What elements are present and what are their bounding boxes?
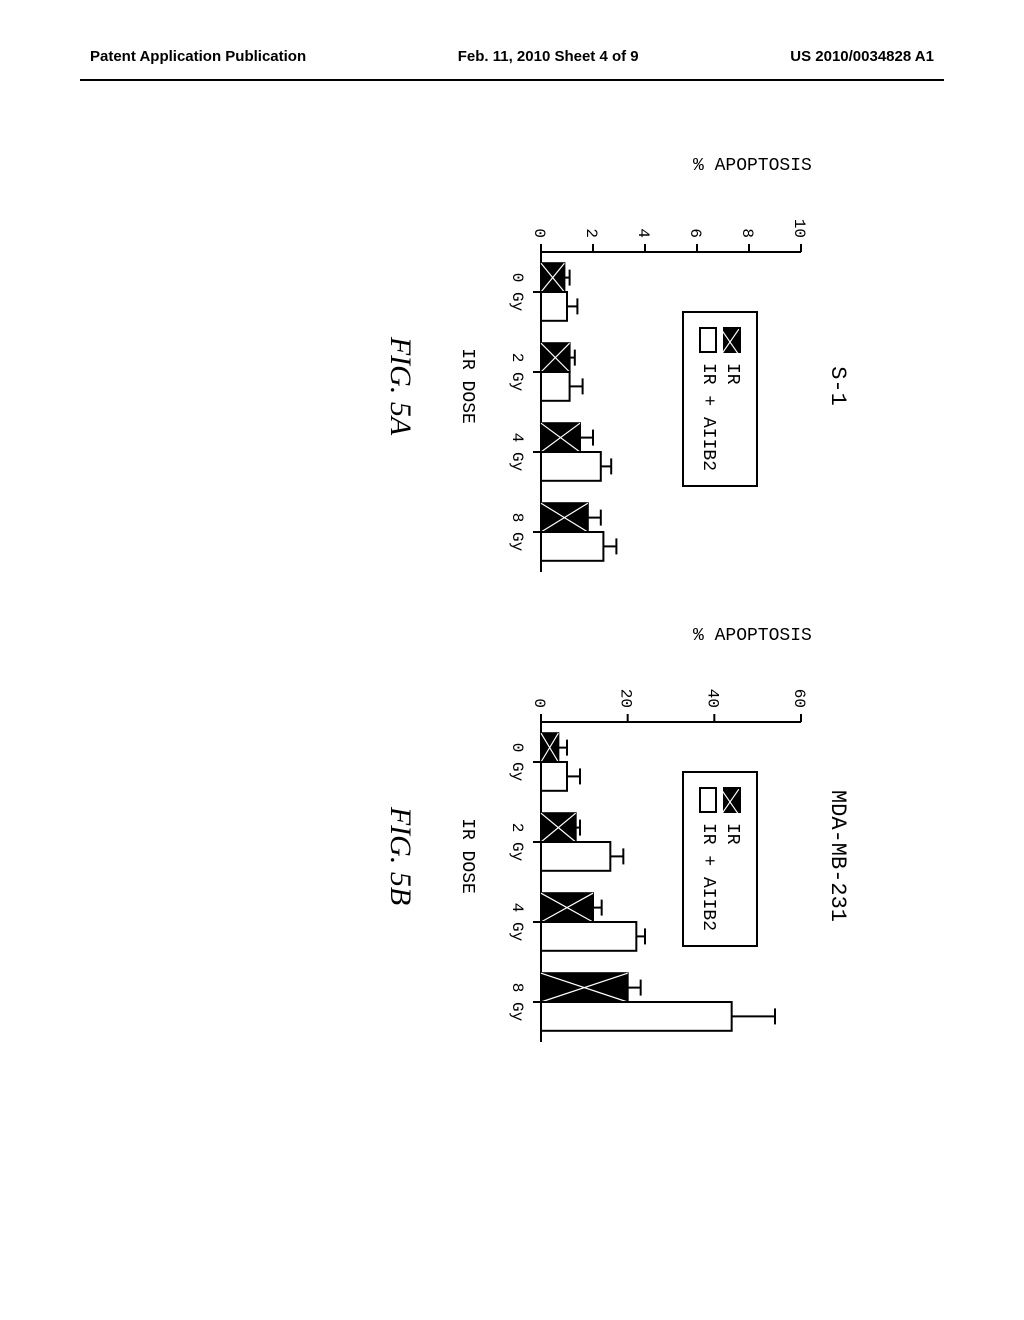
- header-right: US 2010/0034828 A1: [790, 48, 934, 65]
- svg-text:2 Gy: 2 Gy: [508, 353, 526, 392]
- legend-label: IR + AIIB2: [698, 823, 718, 931]
- svg-text:8 Gy: 8 Gy: [508, 983, 526, 1022]
- chart-a-ylabel: % APOPTOSIS: [693, 156, 812, 176]
- svg-text:2 Gy: 2 Gy: [508, 823, 526, 862]
- chart-b-caption: FIG. 5B: [383, 666, 417, 1046]
- legend-swatch: [723, 327, 741, 353]
- legend-row: IR: [722, 787, 742, 931]
- svg-text:4 Gy: 4 Gy: [508, 433, 526, 472]
- svg-text:8: 8: [738, 228, 756, 238]
- legend-row: IR + AIIB2: [698, 787, 718, 931]
- svg-text:4: 4: [634, 228, 652, 238]
- chart-a-xlabel: IR DOSE: [457, 196, 477, 576]
- chart-a-caption: FIG. 5A: [383, 196, 417, 576]
- panel-a-title: S-1: [825, 196, 850, 576]
- figure-area: S-1 % APOPTOSIS IRIR + AIIB2 02468100 Gy…: [80, 81, 944, 1181]
- svg-text:0 Gy: 0 Gy: [508, 743, 526, 782]
- chart-b-holder: % APOPTOSIS IRIR + AIIB2 02040600 Gy2 Gy…: [493, 666, 813, 1046]
- svg-text:40: 40: [703, 689, 721, 708]
- svg-text:8 Gy: 8 Gy: [508, 513, 526, 552]
- svg-text:0: 0: [530, 698, 548, 708]
- legend-swatch: [699, 327, 717, 353]
- svg-text:20: 20: [617, 689, 635, 708]
- legend-label: IR: [722, 363, 742, 385]
- legend-swatch: [699, 787, 717, 813]
- legend-label: IR + AIIB2: [698, 363, 718, 471]
- chart-b-xlabel: IR DOSE: [457, 666, 477, 1046]
- legend-label: IR: [722, 823, 742, 845]
- header-left: Patent Application Publication: [90, 48, 306, 65]
- chart-b-svg: 0 20 40 60 0 Gy 2 Gy 4 Gy 8 Gy: [493, 666, 813, 1046]
- legend-row: IR + AIIB2: [698, 327, 718, 471]
- svg-text:6: 6: [686, 228, 704, 238]
- panel-b-title: MDA-MB-231: [825, 666, 850, 1046]
- page-header: Patent Application Publication Feb. 11, …: [80, 40, 944, 81]
- rotated-figure-wrap: S-1 % APOPTOSIS IRIR + AIIB2 02468100 Gy…: [110, 121, 910, 1121]
- svg-text:0 Gy: 0 Gy: [508, 273, 526, 312]
- svg-text:2: 2: [582, 228, 600, 238]
- legend-row: IR: [722, 327, 742, 471]
- svg-text:10: 10: [790, 219, 808, 238]
- panel-b: MDA-MB-231 % APOPTOSIS IRIR + AIIB2 0204…: [383, 666, 850, 1046]
- chart-a-svg: 0 2 4 6 8 10 0 Gy 2 Gy 4 Gy 8 Gy: [493, 196, 813, 576]
- legend-swatch: [723, 787, 741, 813]
- header-center: Feb. 11, 2010 Sheet 4 of 9: [458, 48, 639, 65]
- svg-text:60: 60: [790, 689, 808, 708]
- svg-text:0: 0: [530, 228, 548, 238]
- chart-a-legend: IRIR + AIIB2: [682, 311, 758, 487]
- chart-a-holder: % APOPTOSIS IRIR + AIIB2 02468100 Gy2 Gy…: [493, 196, 813, 576]
- chart-b-ylabel: % APOPTOSIS: [693, 626, 812, 646]
- svg-text:4 Gy: 4 Gy: [508, 903, 526, 942]
- panels-row: S-1 % APOPTOSIS IRIR + AIIB2 02468100 Gy…: [383, 121, 910, 1121]
- page: Patent Application Publication Feb. 11, …: [80, 40, 944, 1280]
- panel-a: S-1 % APOPTOSIS IRIR + AIIB2 02468100 Gy…: [383, 196, 850, 576]
- chart-b-legend: IRIR + AIIB2: [682, 771, 758, 947]
